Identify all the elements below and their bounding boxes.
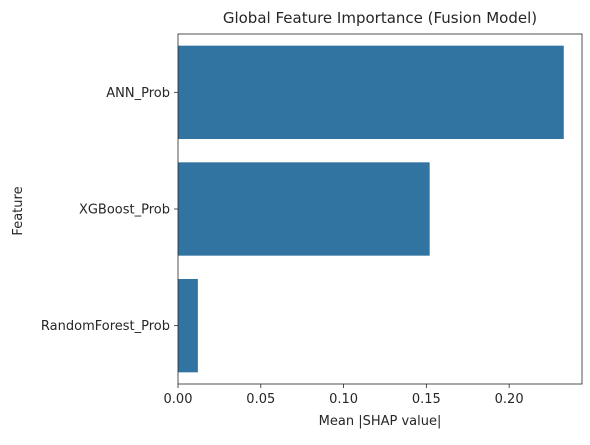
x-tick-label: 0.20 bbox=[495, 392, 524, 407]
x-tick-label: 0.00 bbox=[164, 392, 193, 407]
y-ticks-group: ANN_Prob XGBoost_Prob RandomForest_Prob bbox=[41, 86, 178, 334]
x-ticks-group: 0.00 0.05 0.10 0.15 0.20 bbox=[164, 384, 524, 407]
y-tick-label: XGBoost_Prob bbox=[79, 203, 170, 218]
y-tick-label: ANN_Prob bbox=[106, 86, 170, 101]
x-tick-label: 0.15 bbox=[412, 392, 441, 407]
y-tick-label: RandomForest_Prob bbox=[41, 319, 170, 334]
y-axis-label: Feature bbox=[11, 186, 26, 235]
bars-group bbox=[178, 45, 564, 373]
x-tick-label: 0.10 bbox=[329, 392, 358, 407]
bar-randomforest-prob bbox=[178, 279, 198, 373]
x-axis-label: Mean |SHAP value| bbox=[319, 414, 442, 429]
bar-ann-prob bbox=[178, 45, 564, 139]
bar-xgboost-prob bbox=[178, 162, 430, 256]
plot-frame bbox=[177, 33, 583, 385]
chart-title: Global Feature Importance (Fusion Model) bbox=[223, 9, 537, 27]
x-tick-label: 0.05 bbox=[246, 392, 275, 407]
